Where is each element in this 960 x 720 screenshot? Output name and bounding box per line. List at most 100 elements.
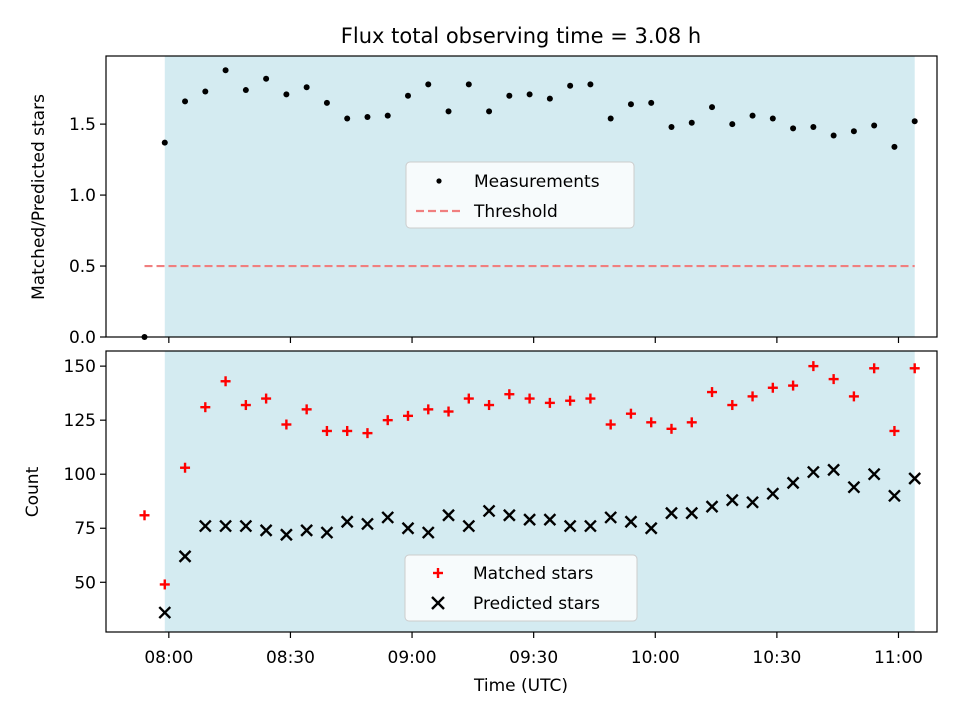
measurement-point [790, 125, 797, 132]
matched-star-point [180, 462, 191, 473]
predicted-star-point [888, 489, 901, 503]
measurement-point [891, 143, 898, 150]
legend-predicted-marker [431, 596, 445, 610]
predicted-star-point [523, 513, 536, 526]
y-tick-label: 1.0 [69, 186, 96, 206]
measurement-point [222, 67, 229, 74]
chart-title: Flux total observing time = 3.08 h [341, 24, 701, 48]
measurement-point [161, 139, 168, 146]
measurement-point [850, 128, 857, 135]
measurement-point [465, 81, 472, 88]
predicted-star-point [685, 506, 699, 520]
y-tick-label: 125 [64, 411, 96, 431]
measurement-point [526, 91, 533, 98]
matched-star-point [524, 393, 535, 404]
measurement-point [769, 115, 776, 122]
predicted-star-point [178, 549, 192, 563]
measurement-point [668, 123, 675, 130]
matched-star-point [281, 419, 292, 430]
predicted-star-point [442, 508, 455, 522]
legend-threshold-label: Threshold [473, 202, 558, 222]
matched-star-point [889, 425, 900, 436]
predicted-star-point [401, 521, 415, 535]
measurement-point [810, 123, 817, 130]
predicted-star-point [644, 521, 658, 535]
matched-star-point [828, 374, 839, 385]
measurement-point [709, 104, 716, 111]
matched-star-point [159, 579, 170, 590]
predicted-star-point [705, 500, 719, 513]
measurement-point [546, 95, 553, 102]
matched-star-point [139, 510, 150, 521]
matched-stars-points [139, 361, 920, 590]
predicted-star-point [320, 526, 334, 539]
predicted-star-point [746, 495, 759, 509]
measurement-point [688, 119, 695, 126]
predicted-star-point [280, 528, 293, 542]
matched-star-point [321, 425, 332, 436]
matched-star-point [504, 389, 515, 400]
matched-star-point [605, 419, 616, 430]
y-tick-label: 100 [64, 465, 96, 485]
matched-star-point [423, 404, 434, 415]
x-tick-label: 09:30 [509, 648, 558, 668]
predicted-star-point [908, 472, 922, 485]
matched-star-point [788, 380, 799, 391]
measurement-point [384, 112, 391, 119]
predicted-star-point [300, 524, 314, 537]
count-y-axis-label: Count [23, 466, 43, 517]
measurement-point [648, 99, 655, 106]
count-y-axis-ticks: 50 75 100 125 150 [64, 357, 106, 593]
count-plot-frame [105, 350, 938, 633]
measurement-point [425, 81, 432, 88]
matched-star-point [382, 415, 393, 426]
matched-star-point [707, 387, 718, 398]
predicted-stars-points [158, 463, 922, 619]
measurement-point [506, 92, 513, 99]
matched-star-point [666, 423, 677, 434]
predicted-star-point [543, 513, 557, 526]
ratio-panel: 0.0 0.5 1.0 1.5 Matched/Predicted stars Mea… [29, 55, 938, 348]
matched-star-point [362, 428, 373, 439]
count-x-axis-ticks: 08:00 08:30 09:00 09:30 10:00 10:30 11:00 [144, 632, 923, 668]
predicted-star-point [198, 519, 212, 533]
matched-star-point [240, 400, 251, 411]
matched-star-point [585, 393, 596, 404]
x-tick-label: 10:30 [752, 648, 801, 668]
matched-star-point [544, 397, 555, 408]
matched-star-point [402, 410, 413, 421]
predicted-star-point [766, 487, 780, 501]
measurement-point [263, 75, 270, 82]
measurement-point [404, 92, 411, 99]
legend-measurements-label: Measurements [474, 172, 600, 192]
predicted-star-point [847, 480, 861, 494]
measurement-point [627, 101, 634, 108]
predicted-star-point [867, 467, 881, 481]
predicted-star-point [624, 515, 638, 529]
matched-star-point [443, 406, 454, 417]
matched-star-point [747, 391, 758, 402]
measurement-point [911, 118, 918, 125]
predicted-star-point [725, 493, 739, 507]
matched-star-point [727, 400, 738, 411]
predicted-star-point [340, 515, 354, 529]
measurement-point [364, 114, 371, 121]
y-tick-label: 0.5 [69, 257, 96, 277]
measurement-point [323, 99, 330, 106]
predicted-star-point [807, 465, 820, 479]
ratio-y-axis-label: Matched/Predicted stars [29, 94, 49, 300]
matched-star-point [200, 402, 211, 413]
measurement-point [607, 115, 614, 122]
measurement-points [141, 67, 918, 340]
matched-star-point [261, 393, 272, 404]
predicted-star-point [482, 504, 496, 518]
x-tick-label: 09:00 [388, 648, 437, 668]
matched-star-point [848, 391, 859, 402]
y-tick-label: 75 [74, 519, 96, 539]
matched-star-point [484, 400, 495, 411]
predicted-star-point [665, 506, 678, 520]
measurement-point [283, 91, 290, 98]
predicted-star-point [786, 476, 800, 490]
matched-star-point [909, 363, 920, 374]
